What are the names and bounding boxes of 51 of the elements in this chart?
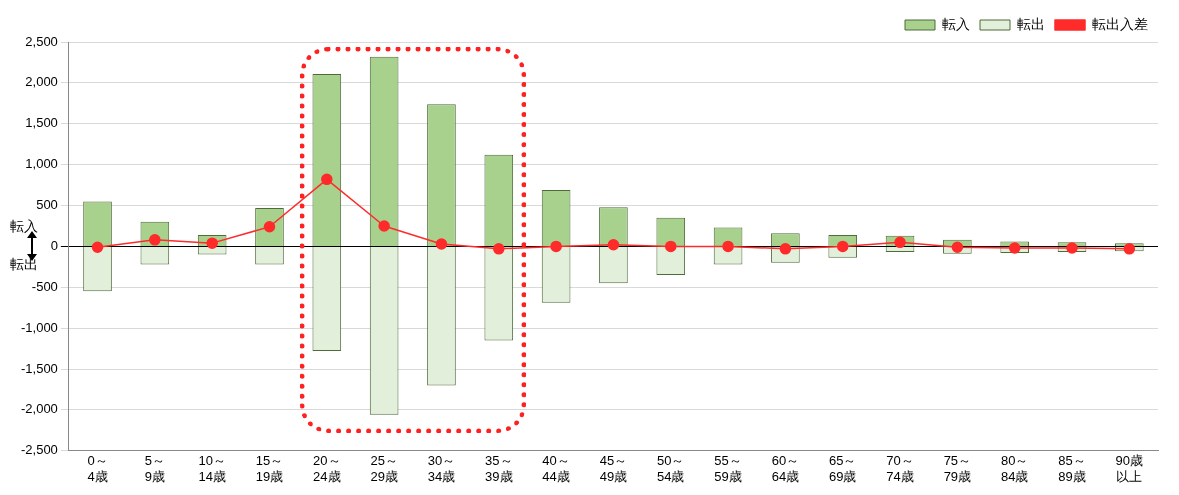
point [1123, 243, 1136, 255]
y-tick-label: 1,000 [25, 156, 58, 172]
point [1066, 242, 1078, 254]
point [378, 220, 390, 232]
y-tick-label: 500 [36, 197, 58, 213]
x-tick-label: 25～29歳 [370, 453, 398, 484]
x-tick-label: 75～79歳 [943, 453, 972, 484]
point [894, 236, 906, 249]
point [665, 240, 677, 253]
y-tick-label: -1,000 [20, 319, 58, 335]
legend-label: 転出入差 [1092, 15, 1148, 32]
point [493, 243, 505, 255]
point [951, 241, 964, 253]
point [91, 241, 104, 253]
y-tick-label: 2,500 [25, 33, 58, 49]
y-tick-label: -2,000 [20, 401, 58, 417]
x-tick-label: 0～4歳 [87, 453, 108, 484]
x-tick-label: 35～39歳 [485, 453, 513, 484]
x-tick-label: 85～89歳 [1058, 453, 1086, 484]
text: 転出 [10, 256, 38, 273]
x-tick-label: 40～44歳 [542, 453, 570, 484]
legend-label: 転出 [1017, 15, 1045, 32]
point [607, 239, 620, 251]
y-tick-label: -500 [31, 278, 58, 294]
y-tick-label: -2,500 [20, 442, 58, 458]
point [321, 173, 333, 186]
point [435, 238, 448, 250]
x-tick-label: 15～19歳 [255, 453, 284, 484]
x-tick-label: 30～34歳 [427, 453, 456, 484]
x-tick-label: 60～64歳 [771, 453, 800, 484]
x-tick-label: 70～74歳 [886, 453, 914, 484]
y-tick-label: -1,500 [20, 360, 58, 376]
x-tick-label: 65～69歳 [828, 453, 857, 484]
x-tick-label: 5～9歳 [144, 453, 165, 484]
point [836, 240, 849, 253]
x-tick-label: 20～24歳 [313, 453, 341, 484]
y-tick-label: 2,000 [25, 74, 58, 90]
point [550, 240, 562, 253]
x-tick-label: 45～49歳 [599, 453, 628, 484]
x-tick-label: 80～84歳 [1000, 453, 1029, 484]
x-tick-label: 90歳以上 [1115, 453, 1144, 484]
point [206, 237, 218, 249]
text: 転入 [10, 218, 38, 235]
y-tick-label: 0 [50, 237, 58, 253]
x-tick-label: 10～14歳 [198, 453, 226, 484]
x-tick-label: 50～54歳 [657, 453, 685, 484]
x-tick-label: 55～59歳 [714, 453, 742, 484]
y-tick-label: 1,500 [25, 115, 58, 131]
legend-label: 転入 [942, 15, 970, 32]
point [1008, 242, 1021, 254]
point [722, 240, 734, 253]
